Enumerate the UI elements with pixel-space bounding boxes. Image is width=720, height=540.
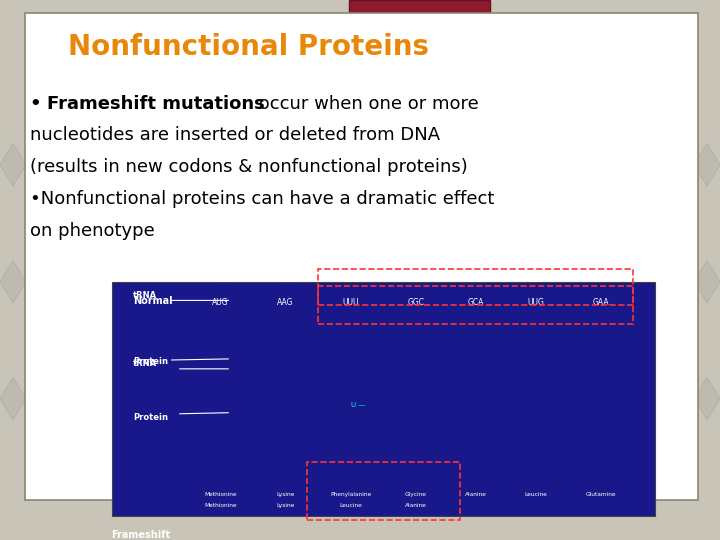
Text: UUU: UUU [343, 298, 359, 307]
Text: Nonfunctional Proteins: Nonfunctional Proteins [68, 33, 429, 61]
Text: nucleotides are inserted or deleted from DNA: nucleotides are inserted or deleted from… [30, 126, 441, 145]
Text: U —: U — [351, 402, 365, 408]
Text: UGG: UGG [527, 275, 544, 284]
Polygon shape [0, 144, 26, 186]
Text: tRNA: tRNA [133, 291, 158, 300]
Text: GCA: GCA [467, 298, 484, 307]
Text: Leucine: Leucine [339, 503, 362, 508]
Text: UUG: UUG [342, 275, 359, 284]
Text: GCG: GCG [408, 275, 425, 284]
Text: Frameshift mutations: Frameshift mutations [47, 94, 264, 113]
Text: AAG: AAG [277, 298, 294, 307]
Bar [318, 286, 634, 324]
Text: Alanine: Alanine [405, 503, 427, 508]
Polygon shape [0, 260, 26, 303]
Text: Frameshift: Frameshift [117, 242, 176, 252]
Text: Alanine: Alanine [465, 492, 487, 497]
Text: GGC: GGC [408, 298, 425, 307]
Text: occur when one or more: occur when one or more [253, 94, 480, 113]
Text: •: • [30, 94, 48, 113]
Polygon shape [0, 377, 26, 420]
Text: Leucine: Leucine [524, 492, 547, 497]
Text: Lysine: Lysine [276, 503, 294, 508]
Bar [307, 462, 459, 521]
Text: Glycine: Glycine [405, 492, 427, 497]
Text: Protein: Protein [133, 356, 168, 366]
FancyBboxPatch shape [112, 282, 655, 516]
Text: •Nonfunctional proteins can have a dramatic effect: •Nonfunctional proteins can have a drama… [30, 190, 495, 208]
Text: AAG: AAG [277, 275, 294, 284]
Polygon shape [694, 260, 720, 303]
Text: Phenylalanine: Phenylalanine [330, 492, 372, 497]
Polygon shape [694, 377, 720, 420]
Text: Methionine: Methionine [204, 492, 237, 497]
Text: Protein: Protein [133, 413, 168, 422]
Text: Normal: Normal [133, 296, 173, 306]
FancyBboxPatch shape [349, 0, 490, 77]
Bar [318, 268, 634, 305]
Text: AUG: AUG [212, 298, 229, 307]
Text: Methionine: Methionine [204, 503, 237, 508]
Text: AUG: AUG [212, 275, 229, 284]
FancyBboxPatch shape [25, 14, 698, 500]
Text: GAA: GAA [593, 298, 609, 307]
Text: Glutamine: Glutamine [585, 492, 616, 497]
Text: (results in new codons & nonfunctional proteins): (results in new codons & nonfunctional p… [30, 158, 468, 177]
Polygon shape [694, 144, 720, 186]
Text: tRNA: tRNA [133, 359, 158, 368]
Text: UUG: UUG [527, 298, 544, 307]
Text: on phenotype: on phenotype [30, 222, 155, 240]
Text: Frameshift: Frameshift [112, 530, 171, 539]
Text: AA: AA [595, 275, 606, 284]
Text: Lysine: Lysine [276, 492, 294, 497]
Text: CAU: CAU [468, 275, 484, 284]
